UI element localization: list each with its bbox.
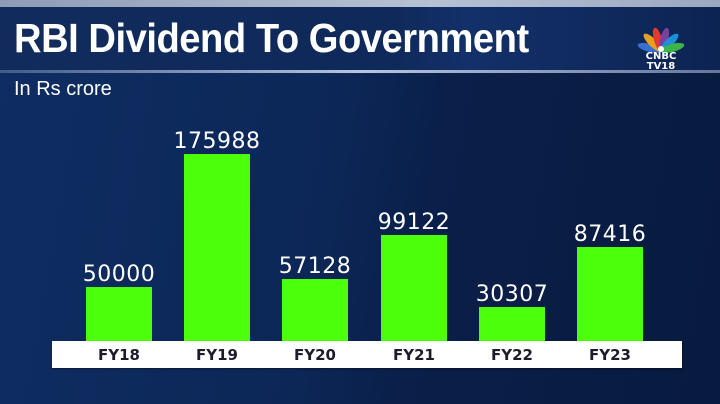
bar-fy21 [381, 235, 447, 341]
x-tick-fy23: FY23 [589, 346, 631, 364]
peacock-icon [637, 27, 685, 53]
bar-fy19 [184, 154, 250, 341]
bar-value-fy23: 87416 [573, 222, 647, 247]
bar-fy23 [577, 247, 643, 341]
x-tick-fy18: FY18 [98, 346, 140, 364]
title-bar: RBI Dividend To Government CNBC TV18 [0, 7, 720, 73]
bar-value-fy19: 175988 [173, 129, 261, 154]
x-tick-fy20: FY20 [294, 346, 336, 364]
bar-fy18 [86, 287, 152, 341]
bar-value-fy20: 57128 [278, 254, 352, 279]
logo-text-cnbc: CNBC [645, 51, 677, 62]
x-tick-fy21: FY21 [393, 346, 435, 364]
bar-value-fy21: 99122 [377, 210, 451, 235]
x-tick-fy22: FY22 [491, 346, 533, 364]
logo-text-tv18: TV18 [646, 61, 676, 72]
bar-value-fy22: 30307 [475, 282, 549, 307]
chart-title: RBI Dividend To Government [14, 15, 529, 61]
x-axis-band [52, 341, 682, 368]
header-divider [0, 70, 720, 73]
chart-subtitle: In Rs crore [14, 78, 112, 100]
x-tick-fy19: FY19 [196, 346, 238, 364]
bar-fy20 [282, 279, 348, 341]
bar-fy22 [479, 307, 545, 341]
bar-value-fy18: 50000 [82, 262, 156, 287]
top-strip [0, 0, 720, 7]
cnbc-tv18-logo: CNBC TV18 [636, 21, 686, 73]
